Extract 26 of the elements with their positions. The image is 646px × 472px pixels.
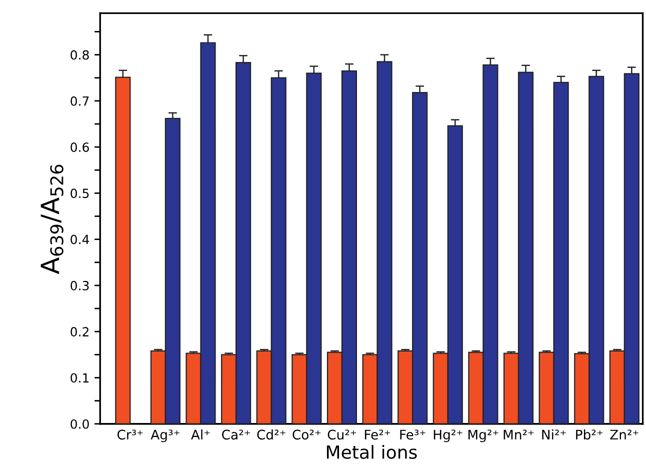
y-tick-label: 0.8 — [70, 50, 89, 60]
x-tick-label: Zn²⁺ — [610, 430, 638, 440]
x-tick-label: Mg²⁺ — [468, 430, 498, 442]
y-tick-label: 0.3 — [70, 280, 89, 290]
x-tick-label: Fe³⁺ — [400, 430, 426, 440]
x-tick-label: Ca²⁺ — [222, 430, 250, 440]
x-tick-label: Pb²⁺ — [576, 429, 603, 440]
y-tick-label: 0.2 — [70, 327, 88, 337]
y-tick-label: 0.5 — [70, 188, 89, 198]
y-tick-label: 0.7 — [70, 96, 89, 106]
x-tick-label: Al⁺ — [191, 429, 210, 440]
x-tick-label: Ni²⁺ — [542, 429, 566, 440]
x-tick-label: Cu²⁺ — [328, 430, 356, 440]
x-tick-label: Fe²⁺ — [364, 430, 390, 440]
x-axis-title: Metal ions — [326, 444, 417, 459]
x-tick-label: Ag³⁺ — [150, 430, 180, 442]
y-tick-label: 0.4 — [70, 234, 90, 244]
x-tick-label: Hg²⁺ — [434, 430, 462, 442]
y-tick-label: 0.1 — [70, 373, 89, 383]
x-tick-label: Cd²⁺ — [257, 429, 286, 440]
y-tick-label: 0.0 — [70, 419, 89, 429]
x-tick-label: Mn²⁺ — [504, 430, 534, 440]
x-tick-label: Co²⁺ — [292, 430, 321, 440]
x-tick-label: Cr³⁺ — [117, 430, 143, 440]
y-tick-label: 0.6 — [70, 142, 89, 152]
y-axis-title: A$_{639}$/A$_{526}$ — [40, 164, 64, 274]
